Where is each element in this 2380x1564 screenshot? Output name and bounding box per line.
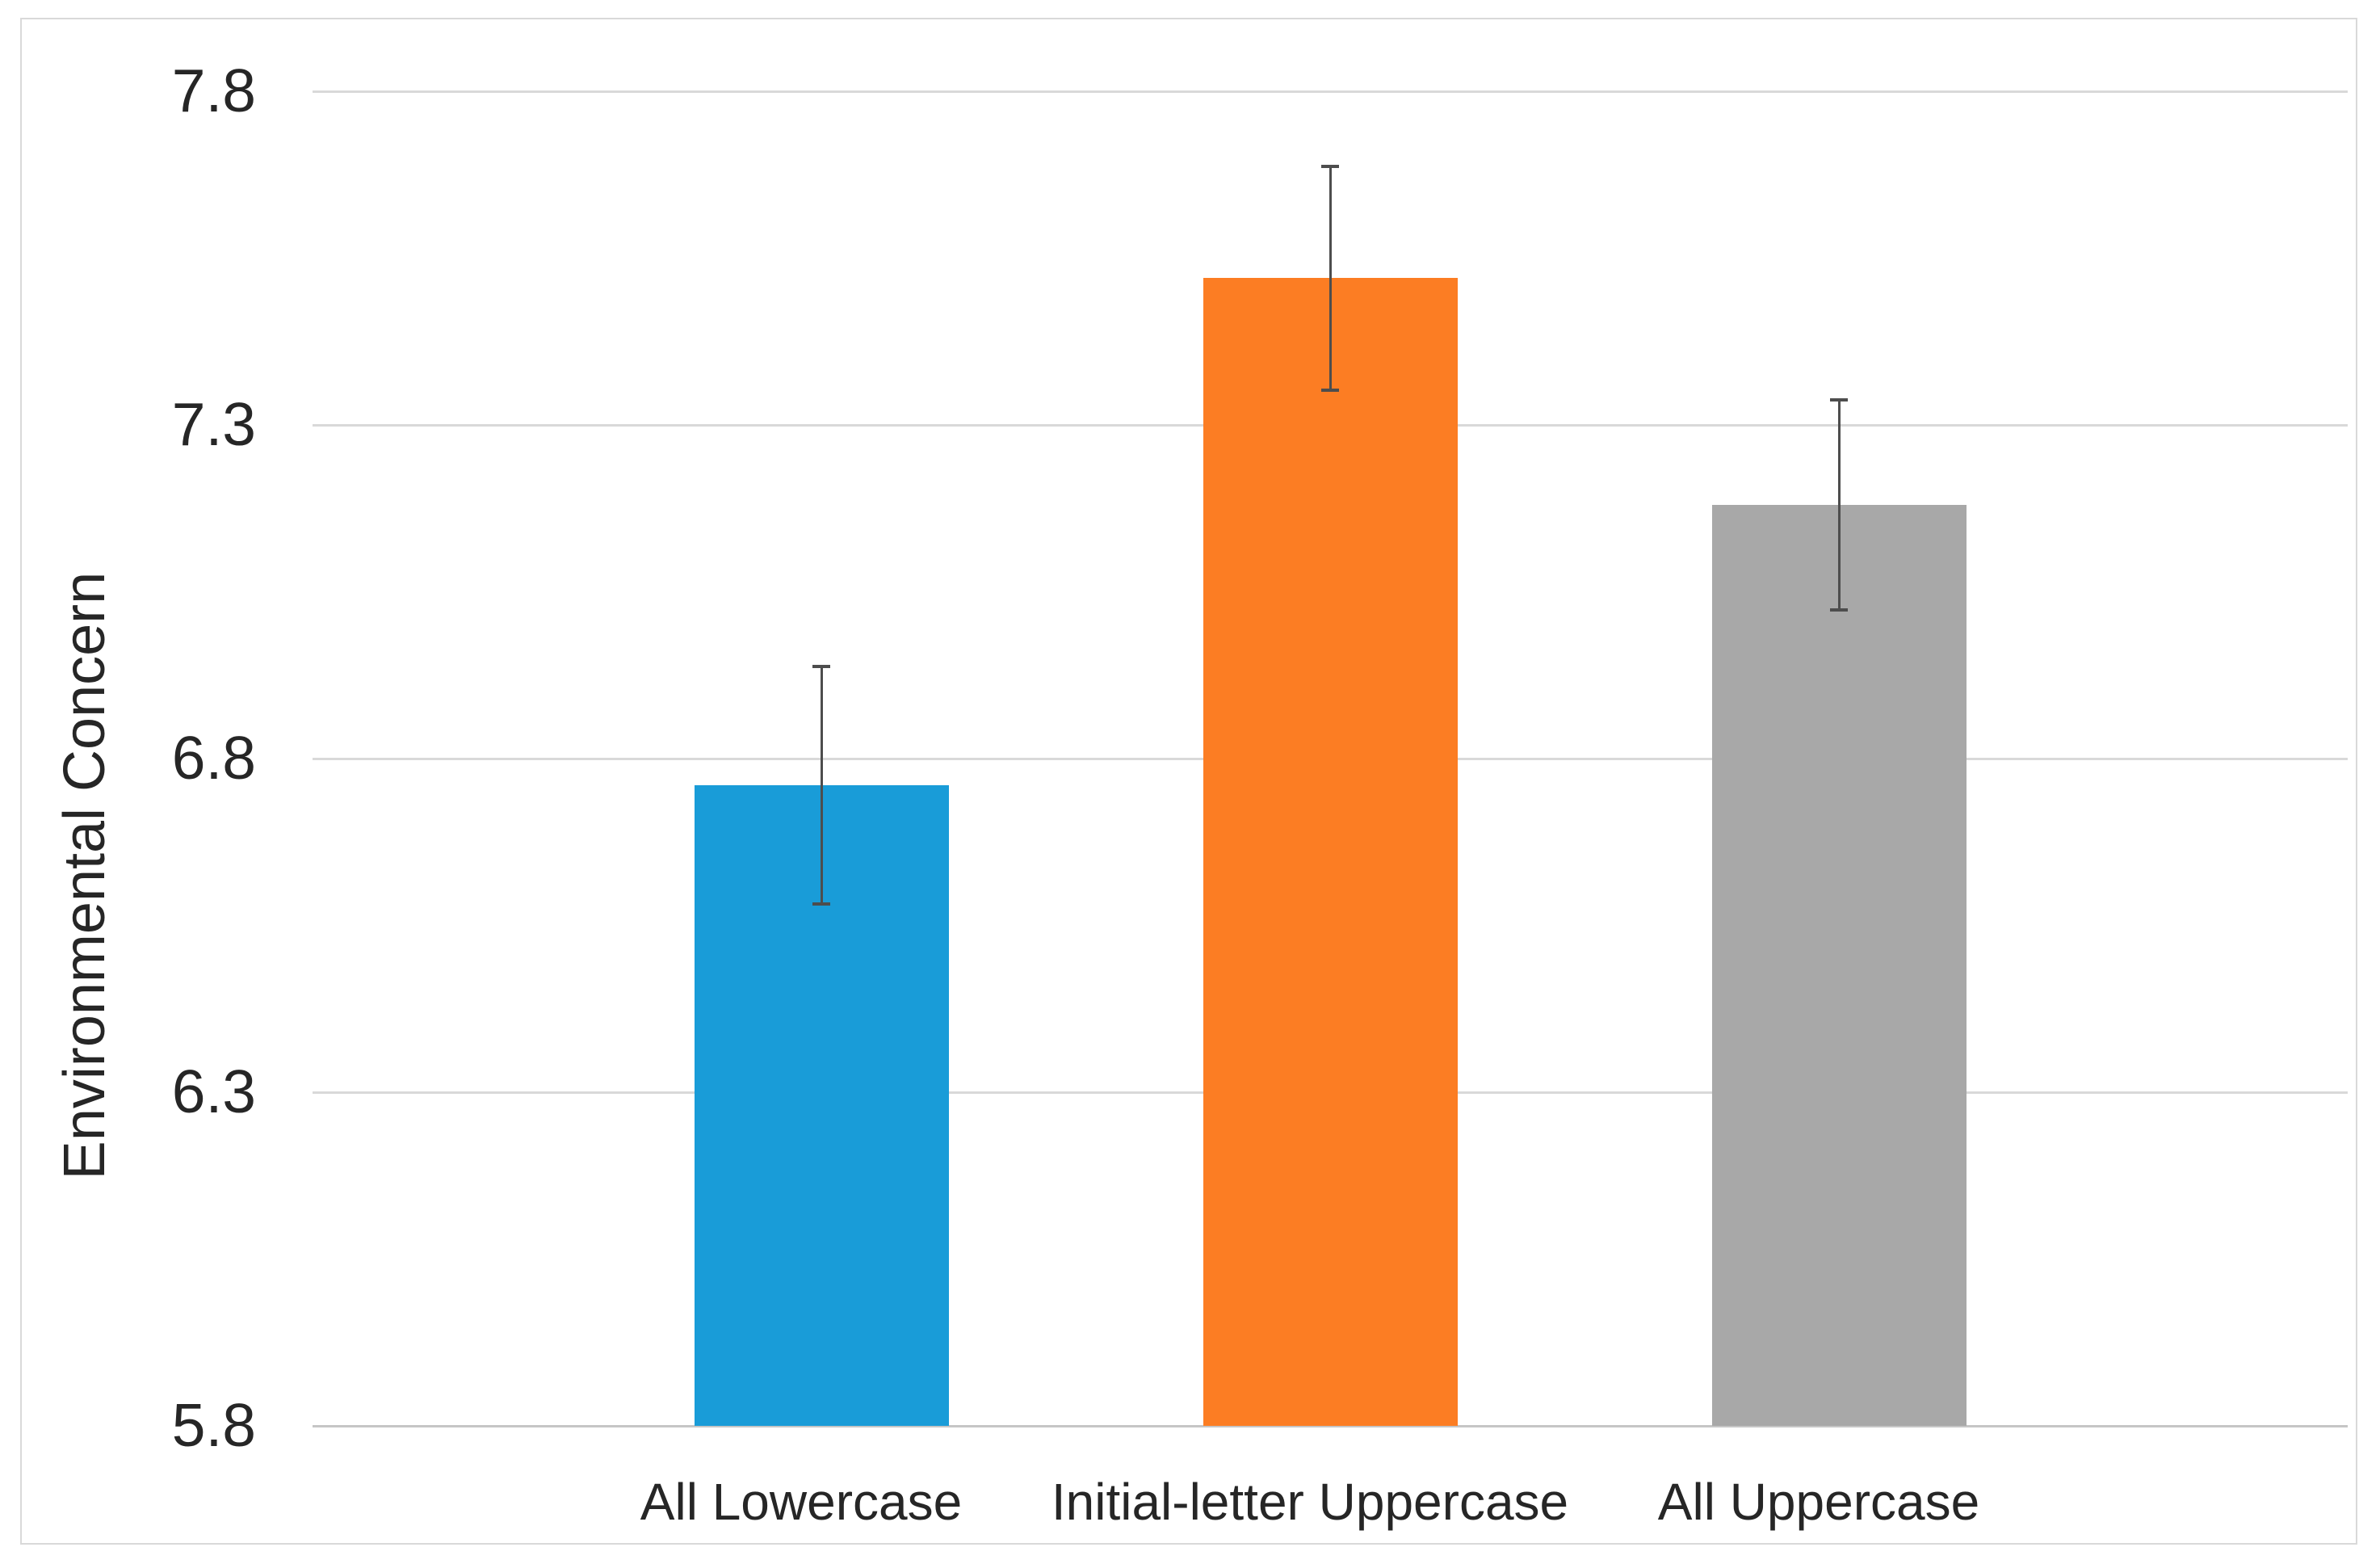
error-bar-cap-bottom-all-uppercase <box>1830 608 1848 612</box>
chart-frame: Environmental Concern 5.8 6.3 6.8 7.3 7.8 All… <box>20 18 2357 1545</box>
x-axis-line <box>313 1425 2348 1427</box>
y-tick-label-6.3: 6.3 <box>171 1057 256 1125</box>
bar-initial-letter-uppercase <box>1203 278 1458 1426</box>
x-category-label-all-lowercase: All Lowercase <box>640 1473 963 1531</box>
error-bar-initial-letter-uppercase <box>1329 164 1332 392</box>
error-bar-cap-top-all-lowercase <box>812 665 830 669</box>
error-bar-all-lowercase <box>820 665 823 906</box>
error-bar-cap-top-all-uppercase <box>1830 397 1848 402</box>
plot-area <box>313 90 2348 1427</box>
gridline-7.8 <box>313 90 2348 93</box>
y-tick-label-5.8: 5.8 <box>171 1391 256 1459</box>
x-category-label-all-uppercase: All Uppercase <box>1657 1473 1980 1531</box>
y-tick-label-7.8: 7.8 <box>171 57 256 124</box>
error-bar-cap-bottom-all-lowercase <box>812 902 830 906</box>
y-tick-label-6.8: 6.8 <box>171 724 256 792</box>
error-bar-cap-bottom-initial-letter-uppercase <box>1321 388 1339 392</box>
y-tick-label-7.3: 7.3 <box>171 390 256 458</box>
error-bar-all-uppercase <box>1837 397 1841 612</box>
bar-all-uppercase <box>1711 505 1967 1426</box>
error-bar-cap-top-initial-letter-uppercase <box>1321 164 1339 168</box>
x-category-label-initial-letter-uppercase: Initial-letter Uppercase <box>1051 1473 1569 1531</box>
